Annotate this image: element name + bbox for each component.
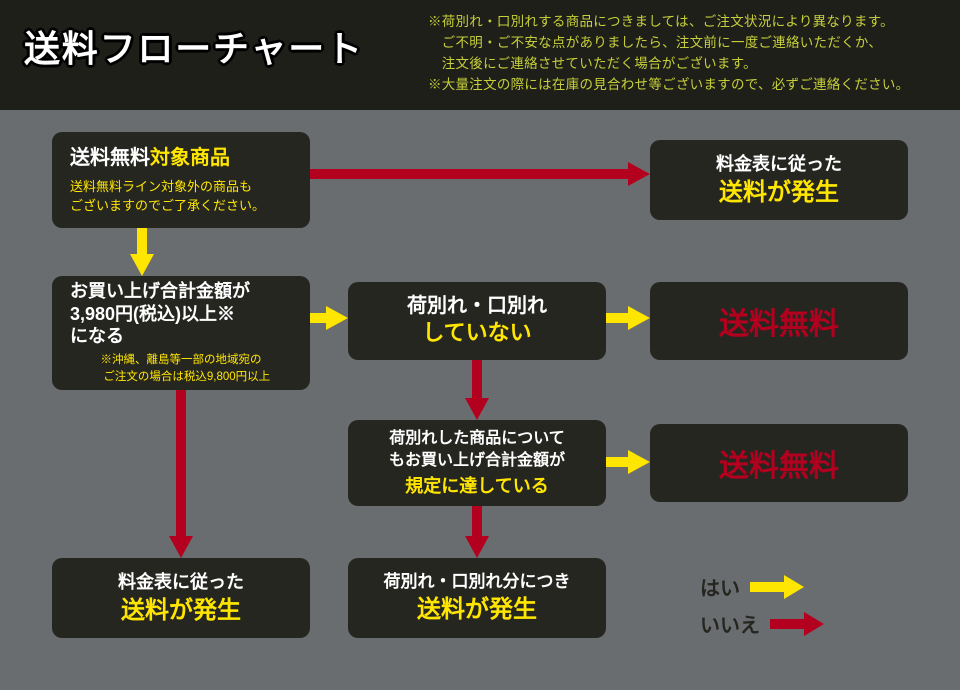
note-line: ※荷別れ・口別れする商品につきましては、ご注文状況により異なります。 — [428, 12, 909, 33]
free-label: 送料無料 — [668, 299, 890, 343]
arrow-right-yellow-icon — [750, 575, 804, 599]
node-amount: お買い上げ合計金額が 3,980円(税込)以上※ になる ※沖縄、離島等一部の地… — [52, 276, 310, 390]
node-title: お買い上げ合計金額が 3,980円(税込)以上※ になる — [70, 280, 292, 348]
title-white: 送料無料 — [70, 147, 150, 169]
sub-line: ※沖縄、離島等一部の地域宛の — [70, 352, 292, 369]
node-free1: 送料無料 — [650, 282, 908, 360]
line-white: もお買い上げ合計金額が — [366, 450, 588, 472]
note-line: ※大量注文の際には在庫の見合わせ等ございますので、必ずご連絡ください。 — [428, 75, 909, 96]
line-yellow: していない — [366, 319, 588, 348]
line-yellow: 規定に達している — [366, 472, 588, 498]
legend-no: いいえ — [700, 609, 824, 638]
node-fee2: 料金表に従った 送料が発生 — [52, 558, 310, 638]
legend-yes: はい — [700, 572, 824, 601]
line-white: 料金表に従った — [668, 152, 890, 176]
line-white: 荷別れした商品について — [366, 428, 588, 450]
legend-yes-label: はい — [700, 572, 740, 601]
page-title: 送料フローチャート — [24, 20, 364, 72]
legend-no-label: いいえ — [700, 609, 760, 638]
node-sub: ※沖縄、離島等一部の地域宛の ご注文の場合は税込9,800円以上 — [70, 352, 292, 387]
sub-line: ご注文の場合は税込9,800円以上 — [70, 369, 292, 386]
note-line: 注文後にご連絡させていただく場合がございます。 — [428, 54, 909, 75]
node-split-amount: 荷別れした商品について もお買い上げ合計金額が 規定に達している — [348, 420, 606, 506]
node-fee1: 料金表に従った 送料が発生 — [650, 140, 908, 220]
title-yellow: 対象商品 — [150, 147, 230, 169]
legend: はい いいえ — [700, 572, 824, 638]
node-not-split: 荷別れ・口別れ していない — [348, 282, 606, 360]
node-free2: 送料無料 — [650, 424, 908, 502]
title-line: になる — [70, 325, 292, 348]
sub-line: 送料無料ライン対象外の商品も — [70, 177, 292, 197]
sub-line: ございますのでご了承ください。 — [70, 196, 292, 216]
title-line: 3,980円(税込)以上※ — [70, 303, 292, 326]
free-label: 送料無料 — [668, 441, 890, 485]
line-yellow: 送料が発生 — [366, 594, 588, 625]
node-start: 送料無料対象商品 送料無料ライン対象外の商品も ございますのでご了承ください。 — [52, 132, 310, 228]
title-line: お買い上げ合計金額が — [70, 280, 292, 303]
note-line: ご不明・ご不安な点がありましたら、注文前に一度ご連絡いただくか、 — [428, 33, 909, 54]
line-white: 荷別れ・口別れ分につき — [366, 571, 588, 594]
arrow-right-red-icon — [770, 612, 824, 636]
line-yellow: 送料が発生 — [70, 595, 292, 626]
header-bar: 送料フローチャート ※荷別れ・口別れする商品につきましては、ご注文状況により異な… — [0, 0, 960, 110]
line-white: 料金表に従った — [70, 570, 292, 594]
node-sub: 送料無料ライン対象外の商品も ございますのでご了承ください。 — [70, 177, 292, 216]
line-yellow: 送料が発生 — [668, 177, 890, 208]
node-title: 送料無料対象商品 — [70, 145, 292, 171]
header-notes: ※荷別れ・口別れする商品につきましては、ご注文状況により異なります。 ご不明・ご… — [428, 12, 909, 96]
node-fee3: 荷別れ・口別れ分につき 送料が発生 — [348, 558, 606, 638]
line-white: 荷別れ・口別れ — [366, 294, 588, 319]
